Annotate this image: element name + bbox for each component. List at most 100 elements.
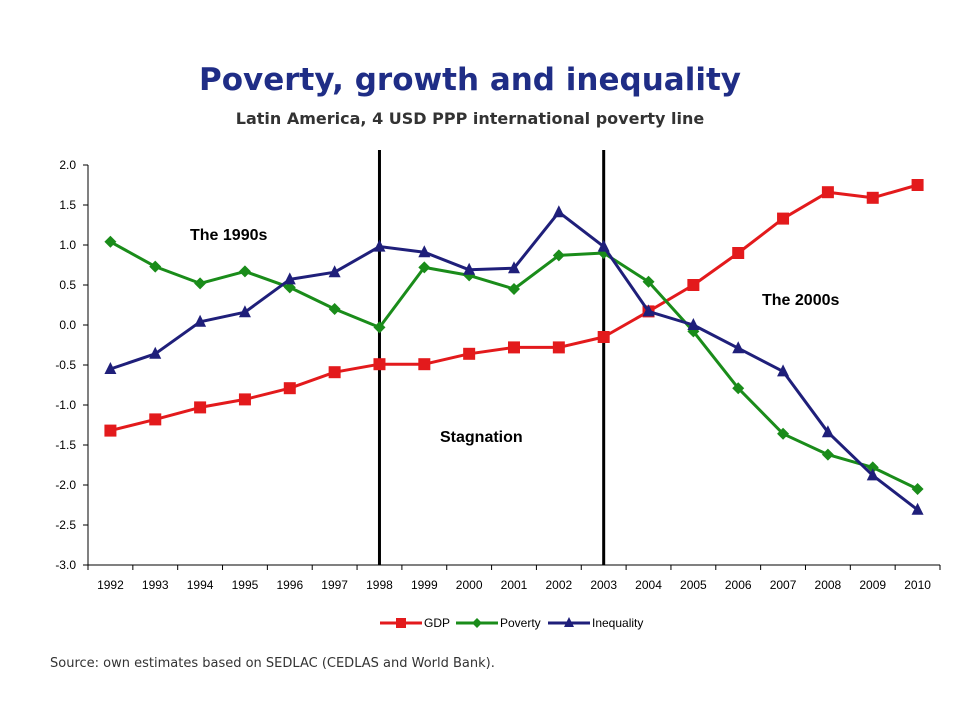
inequality-point [642,304,655,317]
inequality-point [373,239,386,252]
inequality-point [463,262,476,275]
y-tick-label: 1.0 [59,238,76,252]
inequality-point [552,205,565,218]
x-tick-label: 1995 [232,578,259,592]
inequality-point [508,261,520,274]
annotation-1990s: The 1990s [190,227,267,244]
chart-annotations: The 1990s Stagnation The 2000s [190,227,839,446]
gdp-point [777,212,790,225]
y-tick-label: -3.0 [55,558,76,572]
poverty-point [238,265,251,278]
inequality-point [104,362,117,374]
x-axis-ticks: 1992 1993 1994 1995 1996 1997 1998 1999 2000 2001… [87,565,941,592]
inequality-point [418,245,431,258]
y-tick-label: -2.5 [55,518,76,532]
poverty-point [777,427,790,440]
gdp-point [911,179,924,191]
chart-legend: GDP Poverty Inequality [380,616,643,630]
data-series [104,179,924,515]
legend-label: Poverty [500,616,541,630]
inequality-point [328,265,341,278]
gdp-point [687,279,700,291]
legend-item-poverty: Poverty [456,616,541,630]
x-tick-label: 1998 [366,578,393,592]
x-tick-label: 1996 [276,578,303,592]
inequality-point [149,346,162,359]
legend-item-gdp: GDP [380,616,450,630]
y-tick-label: -0.5 [55,358,76,372]
poverty-point [642,275,655,288]
legend-swatch-marker [472,618,482,628]
poverty-point [911,483,924,495]
inequality-point [597,239,610,252]
chart-axes [87,165,940,566]
y-tick-label: -2.0 [55,478,76,492]
x-tick-label: 1994 [187,578,214,592]
x-tick-label: 2002 [545,578,572,592]
poverty-point [552,249,565,262]
inequality-point [866,468,879,481]
x-tick-label: 1997 [321,578,348,592]
gdp-point [104,424,117,437]
poverty-point [821,448,834,461]
inequality-point [194,314,207,327]
series-poverty [104,235,924,495]
series-gdp [104,179,924,437]
x-tick-label: 1993 [142,578,169,592]
poverty-point [373,321,386,334]
y-tick-label: 2.0 [59,158,76,172]
y-tick-label: 0.5 [59,278,76,292]
gdp-point [328,366,341,379]
legend-swatch-marker [564,617,574,627]
gdp-point [821,186,834,199]
x-tick-label: 2009 [859,578,886,592]
poverty-point [149,260,162,273]
x-tick-label: 2004 [635,578,662,592]
poverty-point [866,461,879,474]
inequality-point [911,502,924,515]
x-tick-label: 2006 [725,578,752,592]
y-tick-label: 1.5 [59,198,76,212]
gdp-point [238,393,251,406]
y-tick-label: 0.0 [59,318,76,332]
legend-item-inequality: Inequality [548,616,643,630]
annotation-stagnation: Stagnation [440,429,523,446]
poverty-line [109,240,919,491]
gdp-point [866,191,879,204]
legend-label: GDP [424,616,450,630]
gdp-point [552,341,565,354]
x-tick-label: 2005 [680,578,707,592]
legend-swatch-marker [396,618,406,628]
annotation-2000s: The 2000s [762,292,839,309]
series-inequality [104,205,924,515]
gdp-point [418,358,431,371]
x-tick-label: 1992 [97,578,124,592]
inequality-point [687,318,700,330]
poverty-point [104,235,117,248]
gdp-point [194,401,207,414]
chart-title: Poverty, growth and inequality [199,62,741,98]
gdp-point [732,247,745,259]
inequality-point [238,305,251,318]
source-note: Source: own estimates based on SEDLAC (C… [50,656,495,671]
x-tick-label: 2000 [456,578,483,592]
inequality-line [109,210,919,511]
gdp-point [508,341,520,354]
poverty-point [328,303,341,315]
y-axis-ticks: 2.0 1.5 1.0 0.5 0.0 -0.5 -1.0 -1.5 -2.0 -2.5 -3.0 [55,158,88,572]
gdp-point [283,382,296,395]
gdp-point [149,413,162,426]
y-tick-label: -1.0 [55,398,76,412]
gdp-point [463,347,476,360]
poverty-point [508,283,520,295]
legend-label: Inequality [592,616,643,630]
poverty-point [194,277,207,290]
inequality-point [732,341,745,354]
x-tick-label: 2007 [770,578,797,592]
poverty-point [418,261,431,274]
inequality-point [283,272,296,285]
inequality-point [777,364,790,377]
x-tick-label: 1999 [411,578,438,592]
chart-subtitle: Latin America, 4 USD PPP international p… [235,109,705,128]
